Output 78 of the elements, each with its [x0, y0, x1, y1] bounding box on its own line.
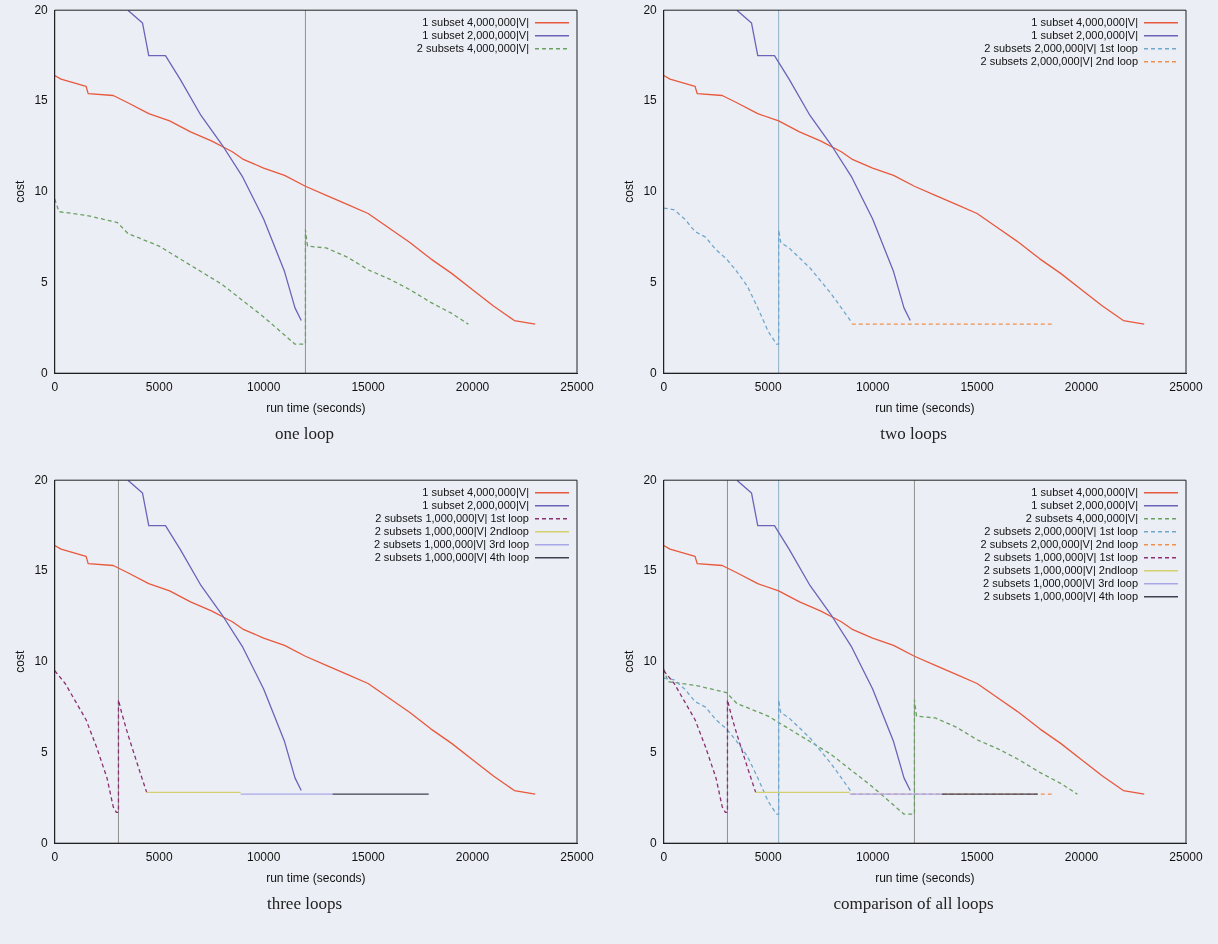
x-tick-label: 25000	[559, 379, 594, 394]
legend-label: 2 subsets 4,000,000|V|	[1025, 511, 1138, 524]
text: three loops	[266, 894, 343, 914]
y-axis-title: cost	[12, 650, 27, 673]
legend-label: 2 subsets 2,000,000|V| 2nd loop	[980, 54, 1138, 67]
legend-label: 2 subsets 2,000,000|V| 2nd loop	[980, 537, 1138, 550]
y-tick-label: 5	[649, 744, 657, 759]
x-tick-label: 25000	[1168, 379, 1203, 394]
x-tick-label: 10000	[855, 849, 890, 864]
y-tick-label: 0	[40, 835, 48, 850]
legend-label: 1 subset 2,000,000|V|	[421, 498, 529, 511]
legend-label: 1 subset 2,000,000|V|	[1030, 28, 1138, 41]
y-tick-label: 10	[33, 184, 48, 199]
legend-label: 2 subsets 1,000,000|V| 3rd loop	[982, 576, 1138, 589]
legend-label: 1 subset 4,000,000|V|	[421, 15, 529, 28]
y-tick-label: 10	[33, 654, 48, 669]
legend-label: 2 subsets 1,000,000|V| 2ndloop	[983, 563, 1138, 576]
x-tick-label: 5000	[754, 379, 782, 394]
y-tick-label: 20	[33, 472, 48, 487]
legend-label: 2 subsets 1,000,000|V| 4th loop	[983, 589, 1138, 602]
legend-label: 2 subsets 2,000,000|V| 1st loop	[983, 41, 1138, 54]
y-tick-label: 20	[642, 2, 657, 17]
x-tick-label: 15000	[959, 849, 994, 864]
legend-label: 1 subset 4,000,000|V|	[1030, 15, 1138, 28]
legend-label: 1 subset 2,000,000|V|	[421, 28, 529, 41]
x-axis-title: run time (seconds)	[265, 401, 366, 416]
legend-label: 1 subset 4,000,000|V|	[1030, 485, 1138, 498]
x-tick-label: 15000	[959, 379, 994, 394]
x-tick-label: 15000	[350, 849, 385, 864]
y-tick-label: 15	[642, 563, 657, 578]
legend-label: 2 subsets 2,000,000|V| 1st loop	[983, 524, 1138, 537]
legend-label: 1 subset 4,000,000|V|	[421, 485, 529, 498]
y-tick-label: 5	[40, 274, 48, 289]
text: two loops	[880, 424, 947, 444]
x-tick-label: 5000	[754, 849, 782, 864]
x-tick-label: 5000	[145, 849, 173, 864]
x-tick-label: 25000	[559, 849, 594, 864]
x-tick-label: 10000	[246, 379, 281, 394]
legend-label: 2 subsets 1,000,000|V| 3rd loop	[373, 537, 529, 550]
y-tick-label: 10	[642, 184, 657, 199]
x-tick-label: 10000	[246, 849, 281, 864]
x-tick-label: 20000	[455, 379, 490, 394]
legend-label: 2 subsets 1,000,000|V| 4th loop	[374, 550, 529, 563]
x-axis-title: run time (seconds)	[874, 401, 975, 416]
x-axis-title: run time (seconds)	[265, 871, 366, 886]
y-tick-label: 20	[33, 2, 48, 17]
x-tick-label: 0	[659, 849, 667, 864]
y-tick-label: 15	[33, 563, 48, 578]
text: one loop	[274, 424, 335, 444]
y-axis-title: cost	[621, 650, 636, 673]
x-tick-label: 10000	[855, 379, 890, 394]
y-tick-label: 15	[33, 93, 48, 108]
legend-label: 2 subsets 1,000,000|V| 2ndloop	[374, 524, 529, 537]
x-tick-label: 20000	[1064, 849, 1099, 864]
y-axis-title: cost	[12, 180, 27, 203]
x-tick-label: 5000	[145, 379, 173, 394]
y-tick-label: 10	[642, 654, 657, 669]
y-tick-label: 0	[649, 365, 657, 380]
y-tick-label: 0	[40, 365, 48, 380]
legend-label: 2 subsets 4,000,000|V|	[416, 41, 529, 54]
legend-label: 1 subset 2,000,000|V|	[1030, 498, 1138, 511]
x-tick-label: 20000	[1064, 379, 1099, 394]
y-tick-label: 15	[642, 93, 657, 108]
x-tick-label: 15000	[350, 379, 385, 394]
y-axis-title: cost	[621, 180, 636, 203]
y-tick-label: 5	[40, 744, 48, 759]
x-tick-label: 0	[50, 849, 58, 864]
x-tick-label: 25000	[1168, 849, 1203, 864]
x-tick-label: 0	[50, 379, 58, 394]
legend-label: 2 subsets 1,000,000|V| 1st loop	[983, 550, 1138, 563]
y-tick-label: 0	[649, 835, 657, 850]
y-tick-label: 5	[649, 274, 657, 289]
text: comparison of all loops	[833, 894, 994, 914]
legend-label: 2 subsets 1,000,000|V| 1st loop	[374, 511, 529, 524]
x-tick-label: 0	[659, 379, 667, 394]
x-axis-title: run time (seconds)	[874, 871, 975, 886]
x-tick-label: 20000	[455, 849, 490, 864]
y-tick-label: 20	[642, 472, 657, 487]
